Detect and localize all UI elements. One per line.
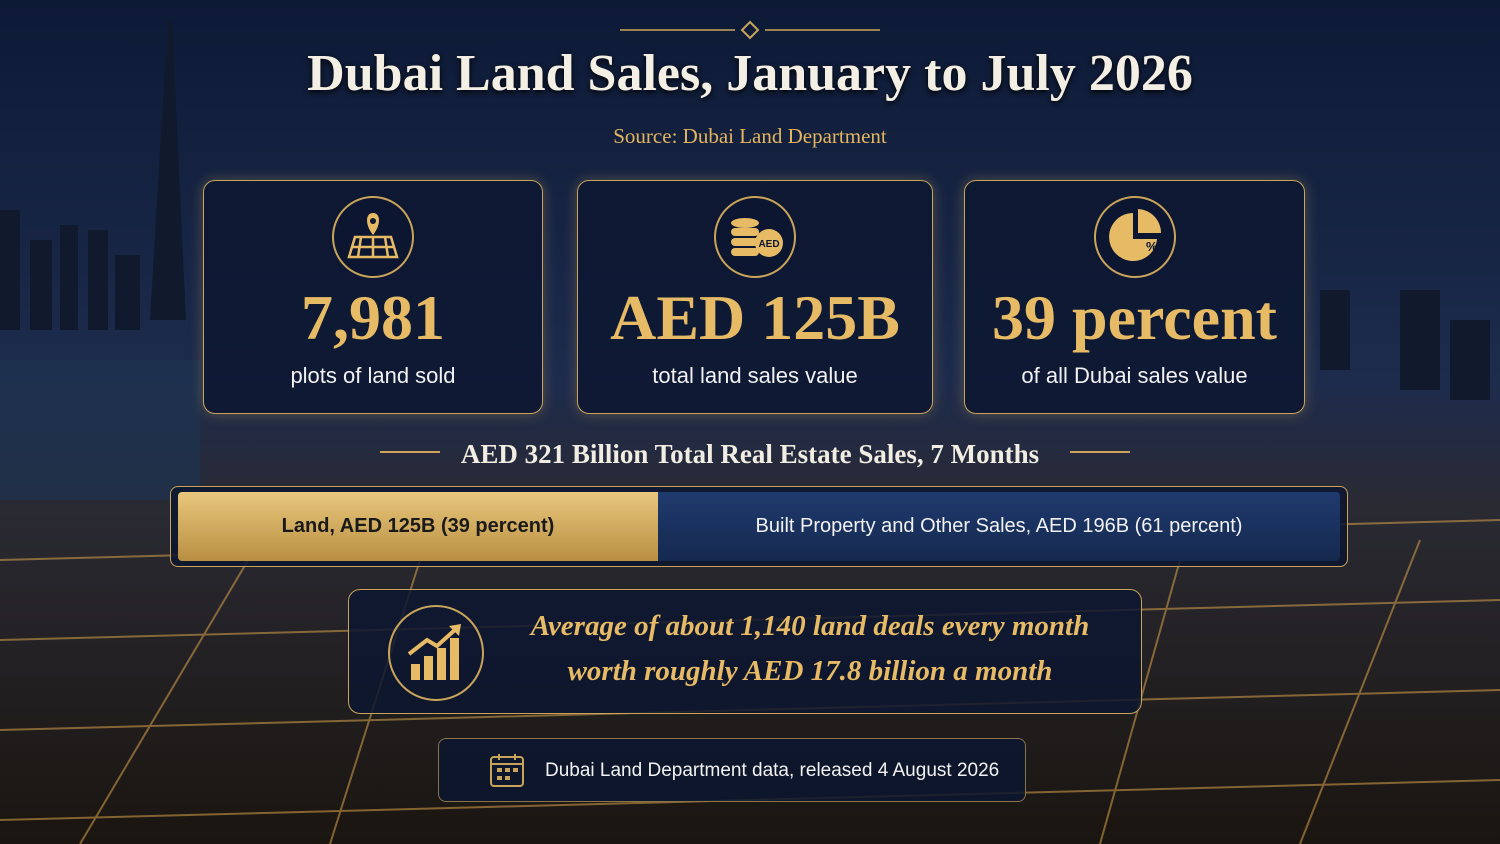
stat-card: % 39 percent of all Dubai sales value [964, 180, 1305, 414]
source: Source: Dubai Land Department [613, 124, 887, 148]
breakdown-title: AED 321 Billion Total Real Estate Sales,… [460, 439, 1040, 469]
footer-note: Dubai Land Department data, released 4 A… [545, 760, 1000, 781]
icon: % [1093, 196, 1176, 278]
stat-label: total land sales value [652, 363, 858, 388]
average-box: Average of about 1,140 land deals every … [348, 589, 1142, 714]
svg-text:%: % [1146, 239, 1158, 254]
stat-value: AED 125B [610, 282, 900, 353]
average-line: Average of about 1,140 land deals every … [530, 610, 1090, 642]
average-line: worth roughly AED 17.8 billion a month [567, 655, 1053, 687]
stat-label: plots of land sold [290, 363, 456, 388]
icon: AED [714, 196, 796, 278]
footer-box: Dubai Land Department data, released 4 A… [438, 738, 1026, 802]
built-segment: Built Property and Other Sales, AED 196B… [658, 492, 1340, 561]
share-bar: Land, AED 125B (39 percent) Built Proper… [170, 486, 1348, 567]
stat-card: AED AED 125B total land sales value [577, 180, 933, 414]
title: Dubai Land Sales, January to July 2026 [307, 45, 1193, 102]
svg-text:AED: AED [758, 239, 779, 250]
stat-value: 7,981 [301, 282, 445, 353]
icon [388, 605, 484, 701]
land-segment: Land, AED 125B (39 percent) [178, 492, 658, 561]
stat-value: 39 percent [992, 282, 1277, 353]
icon [332, 196, 414, 278]
stat-label: of all Dubai sales value [1021, 363, 1248, 388]
stat-card: 7,981 plots of land sold [203, 180, 543, 414]
icon [490, 754, 524, 787]
